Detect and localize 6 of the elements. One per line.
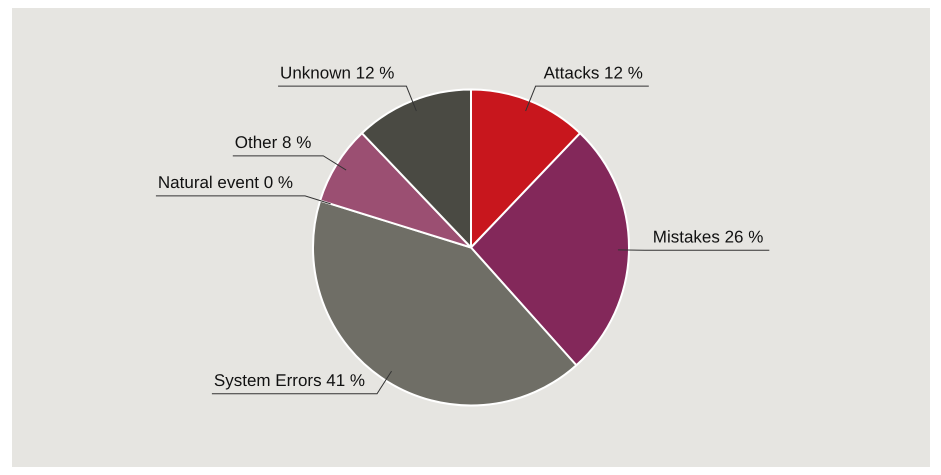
slice-label: Mistakes 26 % [652, 227, 764, 246]
slice-label: Other 8 % [234, 133, 312, 152]
category-label: Natural event 0 % [158, 173, 294, 192]
slice-label: Attacks 12 % [544, 63, 643, 82]
slice-label: Unknown 12 % [280, 63, 394, 82]
slice-label: System Errors 41 % [214, 370, 366, 390]
